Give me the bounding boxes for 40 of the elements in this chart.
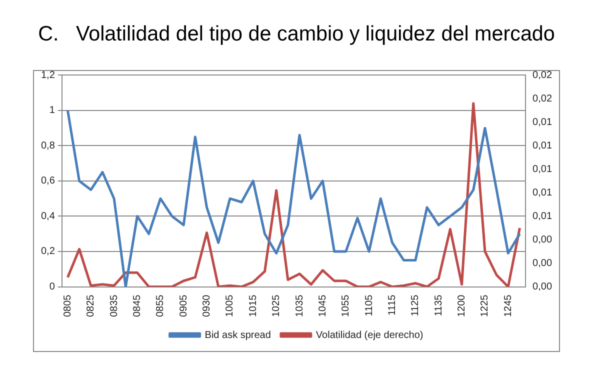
y2-tick-label: 0,02 xyxy=(532,93,552,104)
y2-tick-label: 0,01 xyxy=(532,116,552,128)
y-tick-label: 1 xyxy=(49,105,56,116)
x-tick-label: 1135 xyxy=(433,294,444,316)
x-tick-label: 1055 xyxy=(340,294,352,318)
x-tick-label: 1245 xyxy=(502,294,514,318)
chart-title: C. Volatilidad del tipo de cambio y liquidez del mercado xyxy=(38,22,555,46)
x-tick-label: 1125 xyxy=(410,294,422,316)
x-tick-label: 0905 xyxy=(178,294,190,318)
x-tick-label: 1115 xyxy=(386,294,398,316)
x-tick-label: 1015 xyxy=(248,294,259,318)
y2-tick-label: 0,01 xyxy=(532,187,552,198)
x-tick-label: 0825 xyxy=(86,294,97,318)
x-tick-label: 1225 xyxy=(480,294,491,318)
y-tick-label: 0,6 xyxy=(40,176,56,187)
y2-tick-label: 0,01 xyxy=(532,140,552,152)
y-tick-label: 0,2 xyxy=(40,246,56,258)
y2-tick-label: 0,00 xyxy=(532,258,552,269)
x-tick-label: 1200 xyxy=(456,294,468,318)
legend-label: Bid ask spread xyxy=(204,330,271,341)
y-tick-label: 0,4 xyxy=(40,210,56,222)
x-tick-label: 1025 xyxy=(271,294,282,318)
y-tick-label: 0,8 xyxy=(40,140,56,152)
x-tick-label: 0855 xyxy=(155,294,166,318)
y2-tick-label: 0,02 xyxy=(532,70,552,81)
x-tick-label: 1045 xyxy=(317,294,328,318)
x-tick-label: 1005 xyxy=(224,294,236,318)
x-tick-label: 0835 xyxy=(108,294,120,318)
x-tick-label: 0845 xyxy=(132,294,143,318)
x-tick-label: 0930 xyxy=(202,294,213,318)
y2-tick-label: 0,00 xyxy=(532,234,552,246)
x-tick-label: 0805 xyxy=(62,294,74,318)
x-tick-label: 1035 xyxy=(294,294,306,318)
legend-label: Volatilidad (eje derecho) xyxy=(316,330,424,341)
x-tick-label: 1105 xyxy=(364,294,375,316)
y2-tick-label: 0,01 xyxy=(532,164,552,175)
y-tick-label: 1,2 xyxy=(40,70,56,81)
y2-tick-label: 0,00 xyxy=(532,282,552,293)
y-tick-label: 0 xyxy=(49,282,56,293)
y2-tick-label: 0,01 xyxy=(532,210,552,222)
